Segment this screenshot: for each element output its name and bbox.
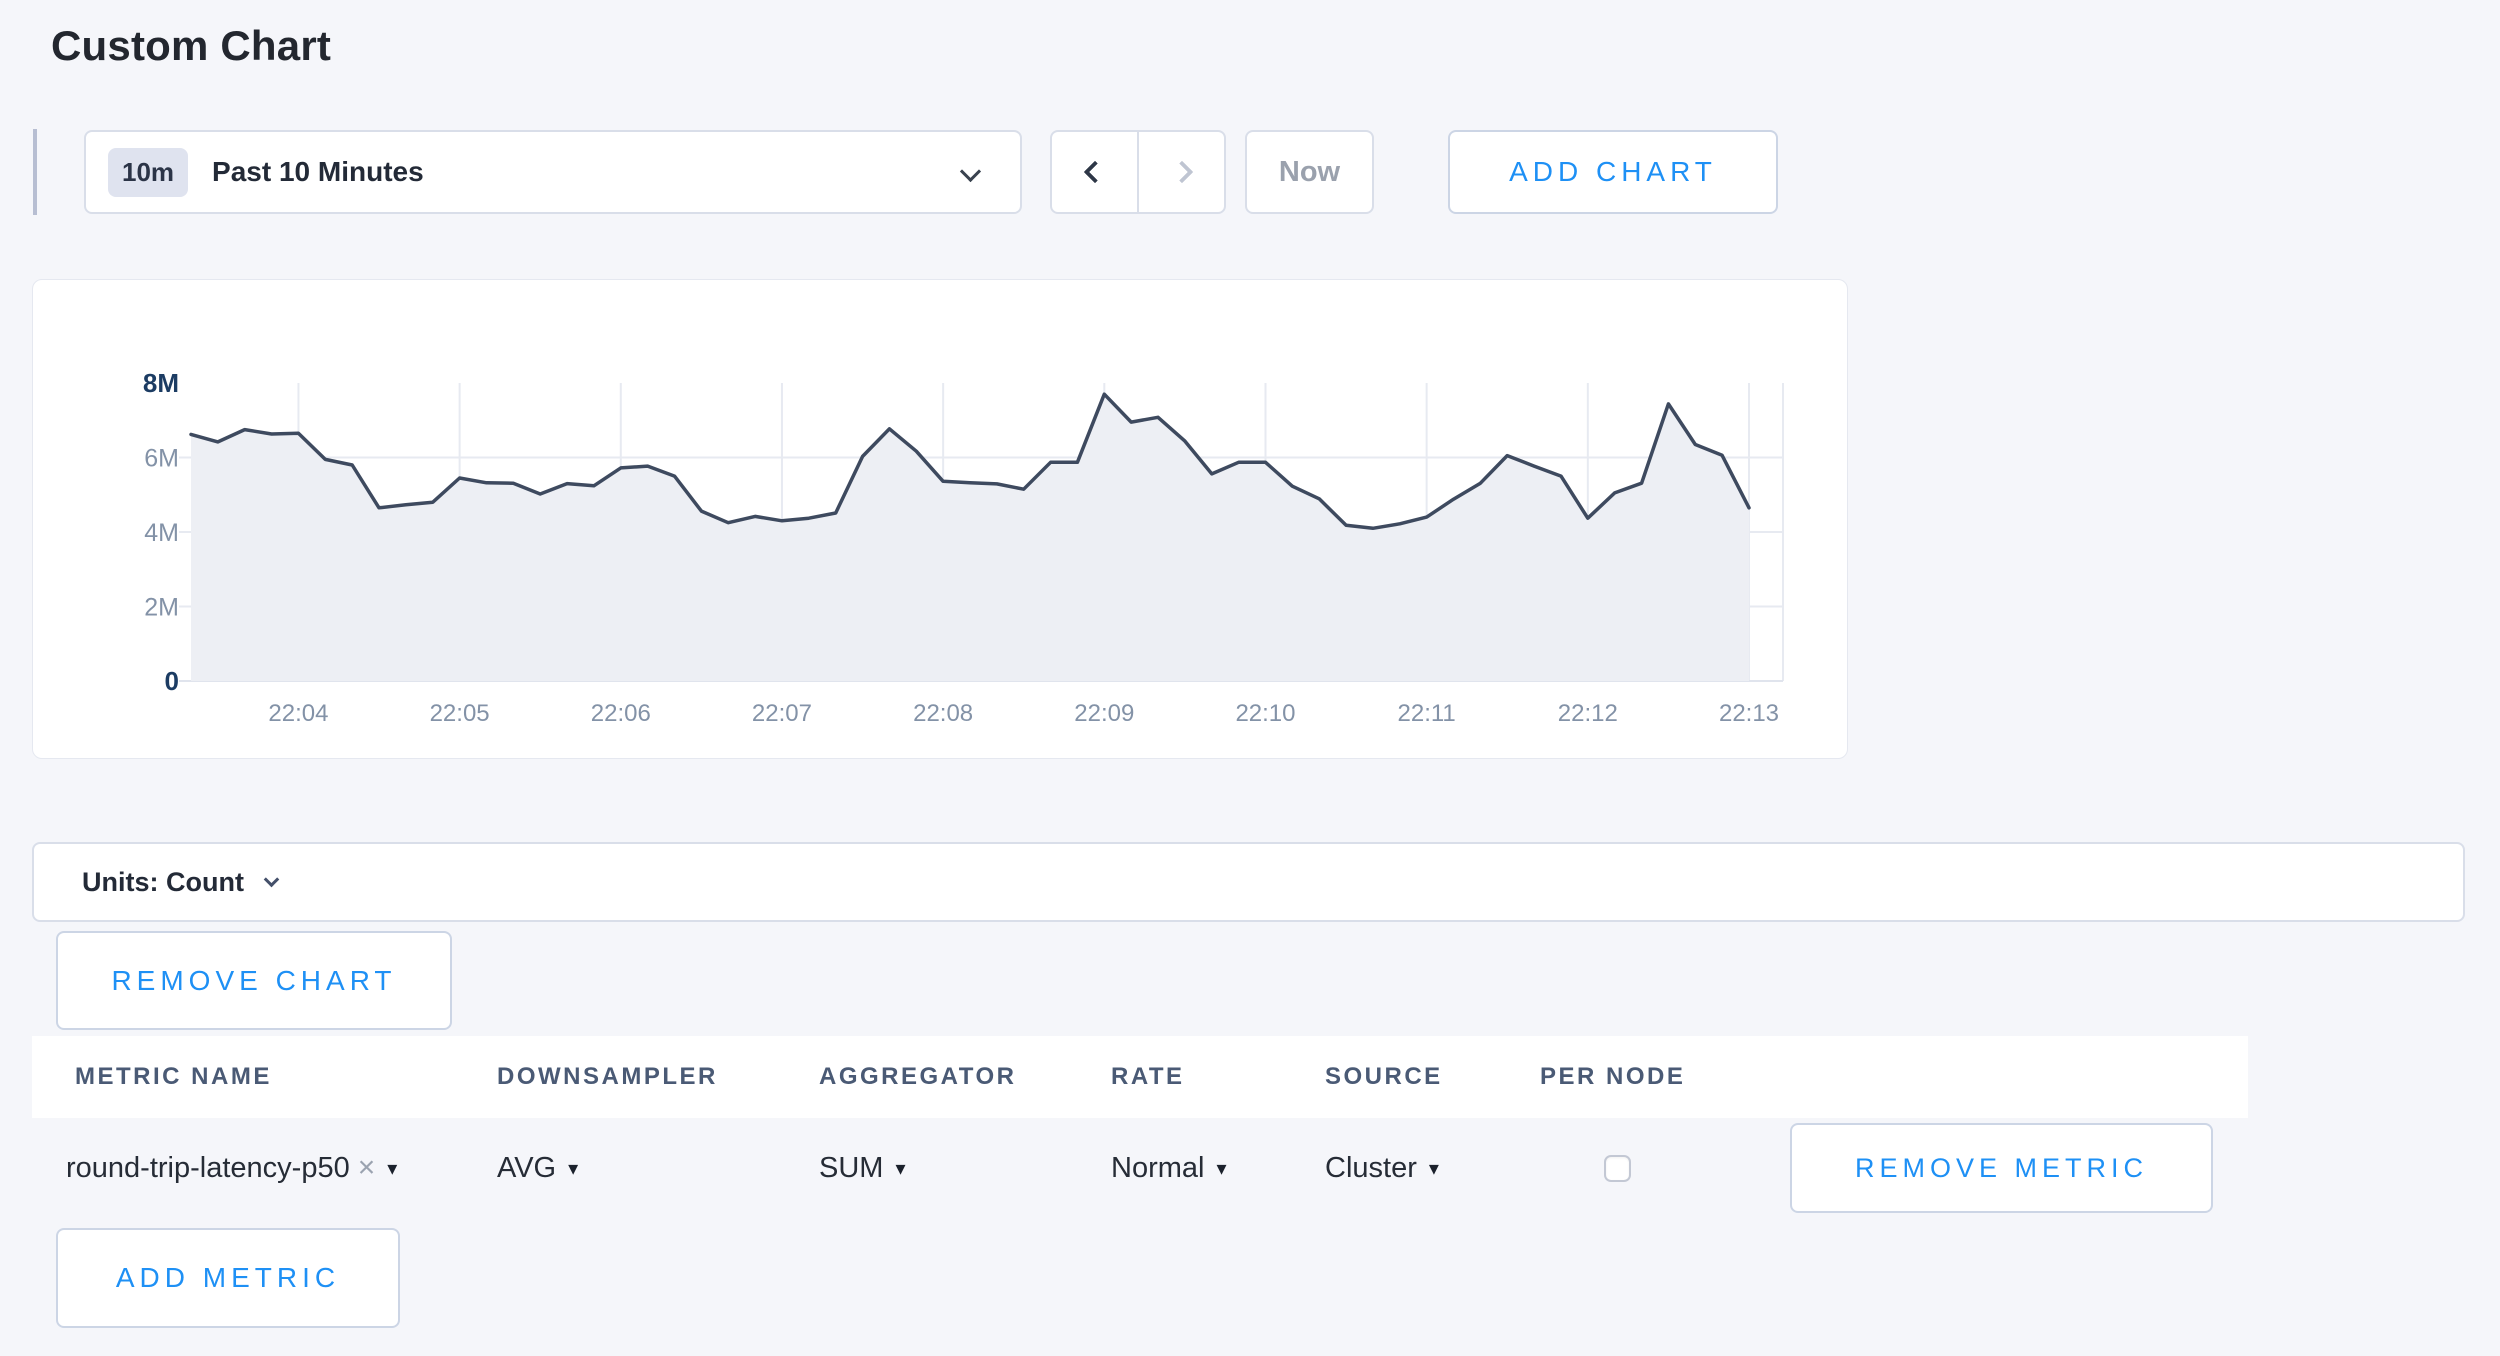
step-forward-button[interactable]	[1139, 132, 1224, 212]
caret-down-icon: ▾	[895, 1157, 906, 1180]
metric-name-value: round-trip-latency-p50	[66, 1151, 350, 1184]
page-title: Custom Chart	[51, 22, 332, 69]
remove-metric-button[interactable]: REMOVE METRIC	[1790, 1123, 2213, 1213]
add-chart-button[interactable]: ADD CHART	[1448, 130, 1778, 214]
metrics-table-header: METRIC NAME DOWNSAMPLER AGGREGATOR RATE …	[32, 1036, 2248, 1118]
column-header-metric-name: METRIC NAME	[75, 1063, 272, 1090]
svg-text:8M: 8M	[143, 368, 179, 398]
chevron-left-icon	[1083, 160, 1106, 184]
svg-text:22:07: 22:07	[752, 700, 812, 727]
caret-down-icon: ▾	[1216, 1157, 1227, 1180]
svg-text:22:09: 22:09	[1074, 700, 1134, 727]
column-header-source: SOURCE	[1325, 1063, 1443, 1090]
svg-text:22:04: 22:04	[268, 700, 328, 727]
column-header-per-node: PER NODE	[1540, 1063, 1686, 1090]
column-header-aggregator: AGGREGATOR	[819, 1063, 1017, 1090]
time-step-group	[1050, 130, 1226, 214]
aggregator-value: SUM	[819, 1151, 884, 1184]
svg-text:22:13: 22:13	[1719, 700, 1779, 727]
column-header-rate: RATE	[1111, 1063, 1185, 1090]
chevron-down-icon	[959, 160, 982, 183]
caret-down-icon: ▾	[1428, 1157, 1439, 1180]
now-button[interactable]: Now	[1245, 130, 1374, 214]
remove-chart-button[interactable]: REMOVE CHART	[56, 931, 452, 1030]
timeseries-area-chart: 0 2M 4M 6M 8M 22:04 22:05 22:06 22:07 22:08 22:09 2…	[143, 368, 1784, 727]
svg-text:22:12: 22:12	[1558, 700, 1618, 727]
svg-text:22:08: 22:08	[913, 700, 973, 727]
svg-text:6M: 6M	[144, 445, 179, 473]
svg-text:4M: 4M	[144, 519, 179, 547]
downsampler-dropdown[interactable]: AVG ▾	[497, 1152, 819, 1185]
source-value: Cluster	[1325, 1151, 1417, 1184]
rate-value: Normal	[1111, 1151, 1205, 1184]
time-range-badge: 10m	[108, 147, 189, 197]
caret-down-icon: ▾	[568, 1157, 579, 1180]
aggregator-dropdown[interactable]: SUM ▾	[819, 1152, 1111, 1185]
svg-text:22:11: 22:11	[1398, 700, 1456, 727]
chevron-down-icon	[263, 871, 280, 887]
downsampler-value: AVG	[497, 1151, 557, 1184]
rate-dropdown[interactable]: Normal ▾	[1111, 1152, 1325, 1185]
step-back-button[interactable]	[1052, 132, 1139, 212]
svg-text:0: 0	[165, 666, 179, 696]
toolbar-accent-bar	[33, 129, 37, 215]
svg-text:22:05: 22:05	[430, 700, 490, 727]
units-label: Units: Count	[82, 866, 244, 897]
chevron-right-icon	[1170, 160, 1193, 184]
time-range-dropdown[interactable]: 10m Past 10 Minutes	[84, 130, 1022, 214]
svg-text:22:10: 22:10	[1235, 700, 1295, 727]
metric-row: round-trip-latency-p50 × ▾ AVG ▾ SUM ▾ N…	[32, 1118, 2248, 1218]
svg-text:2M: 2M	[144, 594, 179, 622]
svg-text:22:06: 22:06	[591, 700, 651, 727]
source-dropdown[interactable]: Cluster ▾	[1325, 1152, 1540, 1185]
column-header-downsampler: DOWNSAMPLER	[497, 1063, 718, 1090]
per-node-checkbox[interactable]	[1604, 1154, 1631, 1182]
metric-name-dropdown-caret-icon[interactable]: ▾	[387, 1157, 398, 1180]
chart-card: 0 2M 4M 6M 8M 22:04 22:05 22:06 22:07 22:08 22:09 2…	[32, 279, 1848, 759]
add-metric-button[interactable]: ADD METRIC	[56, 1228, 400, 1328]
remove-metric-tag-icon[interactable]: ×	[357, 1151, 376, 1184]
time-range-label: Past 10 Minutes	[212, 156, 424, 187]
units-dropdown[interactable]: Units: Count	[32, 842, 2465, 922]
